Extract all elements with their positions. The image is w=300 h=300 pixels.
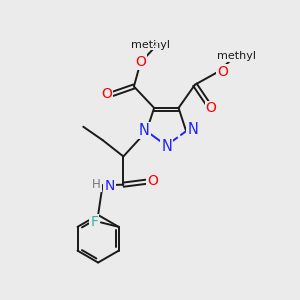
Text: N: N xyxy=(104,179,115,193)
Text: methyl: methyl xyxy=(154,41,159,43)
Text: methyl: methyl xyxy=(165,43,170,44)
Text: N: N xyxy=(187,122,198,137)
Text: N: N xyxy=(161,139,172,154)
Text: O: O xyxy=(206,101,216,116)
Text: F: F xyxy=(90,215,98,229)
Text: N: N xyxy=(139,123,150,138)
Text: H: H xyxy=(92,178,101,191)
Text: methyl: methyl xyxy=(153,45,158,46)
Text: O: O xyxy=(136,55,146,68)
Text: O: O xyxy=(101,87,112,101)
Text: methyl: methyl xyxy=(217,52,256,61)
Text: O: O xyxy=(147,174,158,188)
Text: methyl: methyl xyxy=(131,40,170,50)
Text: O: O xyxy=(217,64,228,79)
Text: methyl: methyl xyxy=(148,38,153,39)
